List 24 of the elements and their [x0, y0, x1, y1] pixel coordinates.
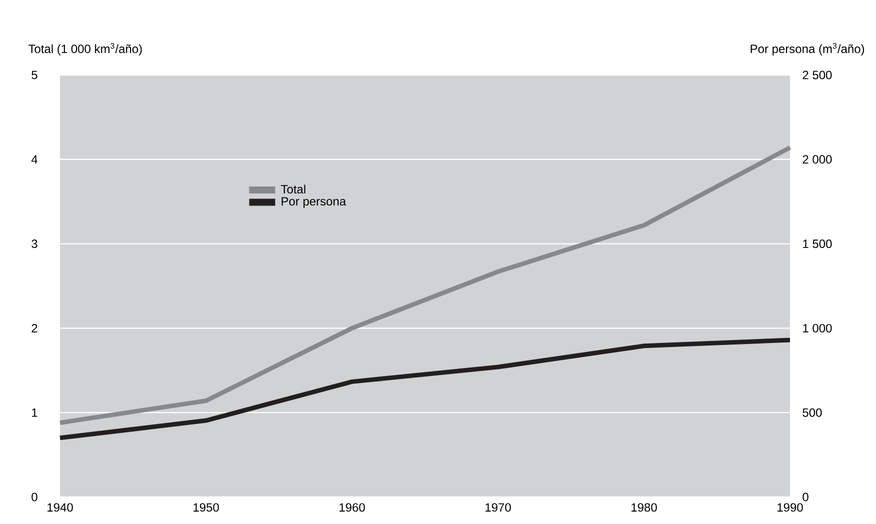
y-tick-label: 5 [32, 70, 38, 80]
y2-tick-label: 1 000 [803, 324, 832, 332]
y2-tick-label: 2 000 [802, 155, 832, 164]
y2-tick-label: 2 500 [802, 70, 832, 80]
y2-tick-label: 500 [802, 408, 822, 417]
y2-tick-label: 0 [802, 492, 808, 502]
legend-label: Total [280, 184, 306, 194]
x-tick-label: 1950 [194, 503, 219, 512]
line-series [58, 145, 792, 425]
y-tick-label: 2 [32, 324, 38, 332]
x-tick-label: 1960 [340, 503, 365, 512]
legend-label: Por persona [282, 197, 346, 208]
x-tick-label: 1990 [778, 503, 803, 512]
x-tick-label: 1940 [48, 503, 73, 512]
y-axis-title: Total (1 000 km$^{3}$/año) [28, 43, 142, 56]
y2-axis-title: Por persona (m$^{3}$/año) [750, 43, 864, 56]
x-tick-label: 1980 [632, 503, 657, 512]
y-tick-label: 1 [32, 408, 38, 417]
x-tick-label: 1970 [486, 503, 511, 512]
y-tick-label: 3 [32, 240, 38, 248]
y-tick-label: 4 [31, 155, 38, 164]
line-series [58, 338, 792, 440]
y-tick-label: 0 [32, 492, 38, 502]
y2-tick-label: 1 500 [803, 240, 832, 248]
